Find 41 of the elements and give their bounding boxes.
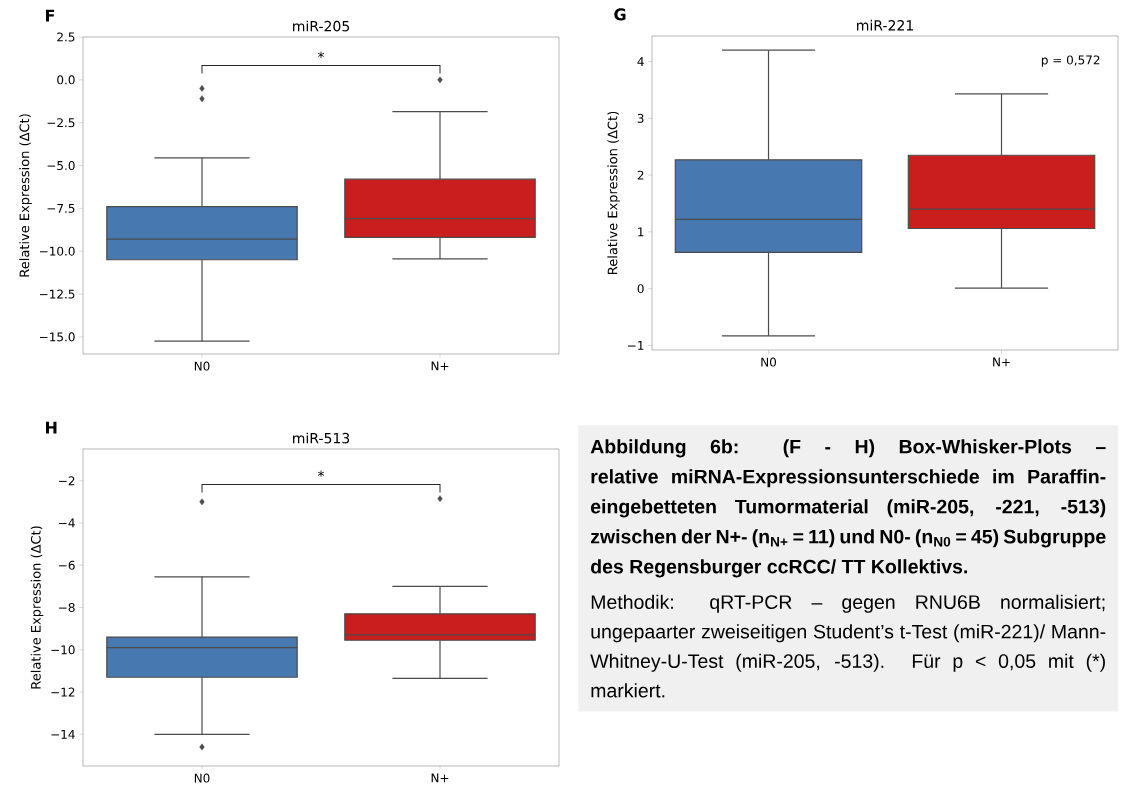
y-tick-label: −12 (51, 687, 75, 697)
y-tick-label: −7.5 (47, 203, 75, 213)
annotation: p = 0,572 (1041, 55, 1100, 67)
text: Methodik: qRT-PCR – gegen RNU6B normalisiert; ungepaarter zweiseitigen Student’s t-Test (miR-221)/ Mann-Whitney-U-Test (miR-205, -513). Für p < 0,05 mit (*) markiert. (590, 594, 1106, 698)
chart-title: miR-205 (293, 20, 350, 32)
y-tick-label: −1 (628, 341, 644, 350)
y-tick-label: −10 (51, 645, 75, 655)
x-tick-label: N+ (431, 361, 449, 371)
y-tick-label: 0.0 (57, 75, 75, 85)
x-tick-label: N0 (194, 773, 210, 783)
y-tick-label: −8 (59, 602, 75, 613)
y-tick-label: 2.5 (57, 32, 75, 42)
y-tick-label: −14 (51, 729, 75, 739)
x-tick-label: N+ (993, 357, 1010, 367)
y-tick-label: −4 (59, 518, 75, 528)
y-tick-label: −12.5 (39, 289, 75, 299)
y-tick-label: −15.0 (39, 332, 75, 342)
chart-title: Abbildung 6b: (F - H) Box-Whisker-Plots – relative miRNA-Expressionsunterschiede im Paraffin-eingebetteten Tumormaterial (miR-205, -221, -513) zwischen der N+- (n$_{N+}$ = 11) und N0- (n$_{N0}$ = 45) Subgruppe des Regensburger ccRCC/ TT Kollektivs. (590, 439, 1106, 578)
x-tick-label: N+ (431, 773, 449, 783)
y-axis-title: Relative Expression (ΔCt) (607, 111, 620, 274)
y-axis-title: Relative Expression (ΔCt) (30, 526, 44, 689)
y-tick-label: 4 (637, 57, 644, 66)
x-tick-label: N0 (194, 361, 210, 371)
y-tick-label: 1 (638, 227, 644, 237)
text: H (46, 421, 57, 434)
chart-title: miR-513 (293, 432, 350, 444)
y-axis-title: Relative Expression (ΔCt) (19, 114, 32, 277)
annotation: * (317, 51, 325, 59)
annotation: * (317, 470, 325, 477)
y-tick-label: 3 (637, 113, 644, 123)
y-tick-label: 2 (637, 170, 644, 180)
y-tick-label: 0 (637, 284, 644, 294)
x-tick-label: N0 (761, 357, 777, 367)
y-tick-label: −10.0 (39, 246, 75, 256)
text: G (614, 8, 626, 21)
chart-title: miR-221 (857, 19, 913, 31)
y-tick-label: −2.5 (47, 118, 75, 128)
text: F (46, 9, 55, 22)
y-tick-label: −5.0 (47, 160, 75, 171)
y-tick-label: −2 (59, 476, 75, 486)
y-tick-label: −6 (59, 560, 75, 570)
